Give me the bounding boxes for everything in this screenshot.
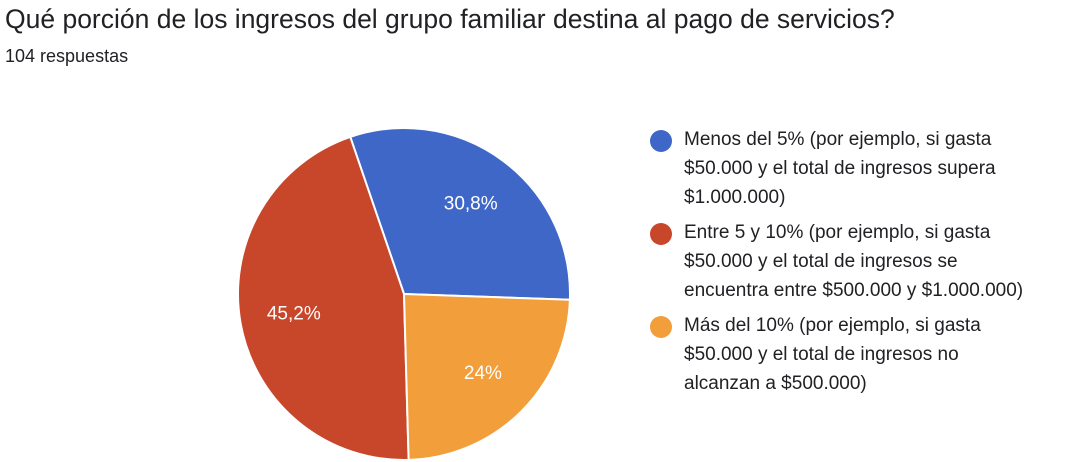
legend-label-line: Menos del 5% (por ejemplo, si gasta — [684, 129, 992, 150]
legend-swatch-entre-5-10 — [650, 223, 672, 245]
legend-label-line: $50.000 y el total de ingresos se — [684, 251, 958, 272]
pie-slice-label-menos-5: 30,8% — [444, 194, 498, 215]
pie-slice-menos-5[interactable] — [349, 127, 571, 301]
pie-slice-label-entre-5-10: 45,2% — [267, 303, 321, 324]
legend-item-menos-5[interactable]: Menos del 5% (por ejemplo, si gasta $50.… — [650, 125, 1086, 212]
legend-item-mas-10[interactable]: Más del 10% (por ejemplo, si gasta $50.0… — [650, 311, 1086, 398]
legend-label-line: encuentra entre $500.000 y $1.000.000) — [684, 280, 1024, 301]
legend-label-line: Más del 10% (por ejemplo, si gasta — [684, 315, 981, 336]
legend-label-line: $50.000 y el total de ingresos supera — [684, 158, 996, 179]
question-title: Qué porción de los ingresos del grupo fa… — [5, 4, 895, 34]
legend-item-entre-5-10[interactable]: Entre 5 y 10% (por ejemplo, si gasta $50… — [650, 218, 1086, 305]
pie-slice-mas-10[interactable] — [403, 293, 571, 461]
legend-swatch-mas-10 — [650, 316, 672, 338]
legend-swatch-menos-5 — [650, 130, 672, 152]
response-count: 104 respuestas — [5, 46, 129, 66]
pie-slice-entre-5-10[interactable] — [237, 135, 410, 461]
legend: Menos del 5% (por ejemplo, si gasta $50.… — [650, 125, 1086, 404]
legend-label-line: $1.000.000) — [684, 187, 786, 208]
legend-label-line: Entre 5 y 10% (por ejemplo, si gasta — [684, 222, 991, 243]
pie-slice-label-mas-10: 24% — [464, 363, 502, 384]
legend-label-line: $50.000 y el total de ingresos no — [684, 344, 959, 365]
legend-label-line: alcanzan a $500.000) — [684, 373, 867, 394]
